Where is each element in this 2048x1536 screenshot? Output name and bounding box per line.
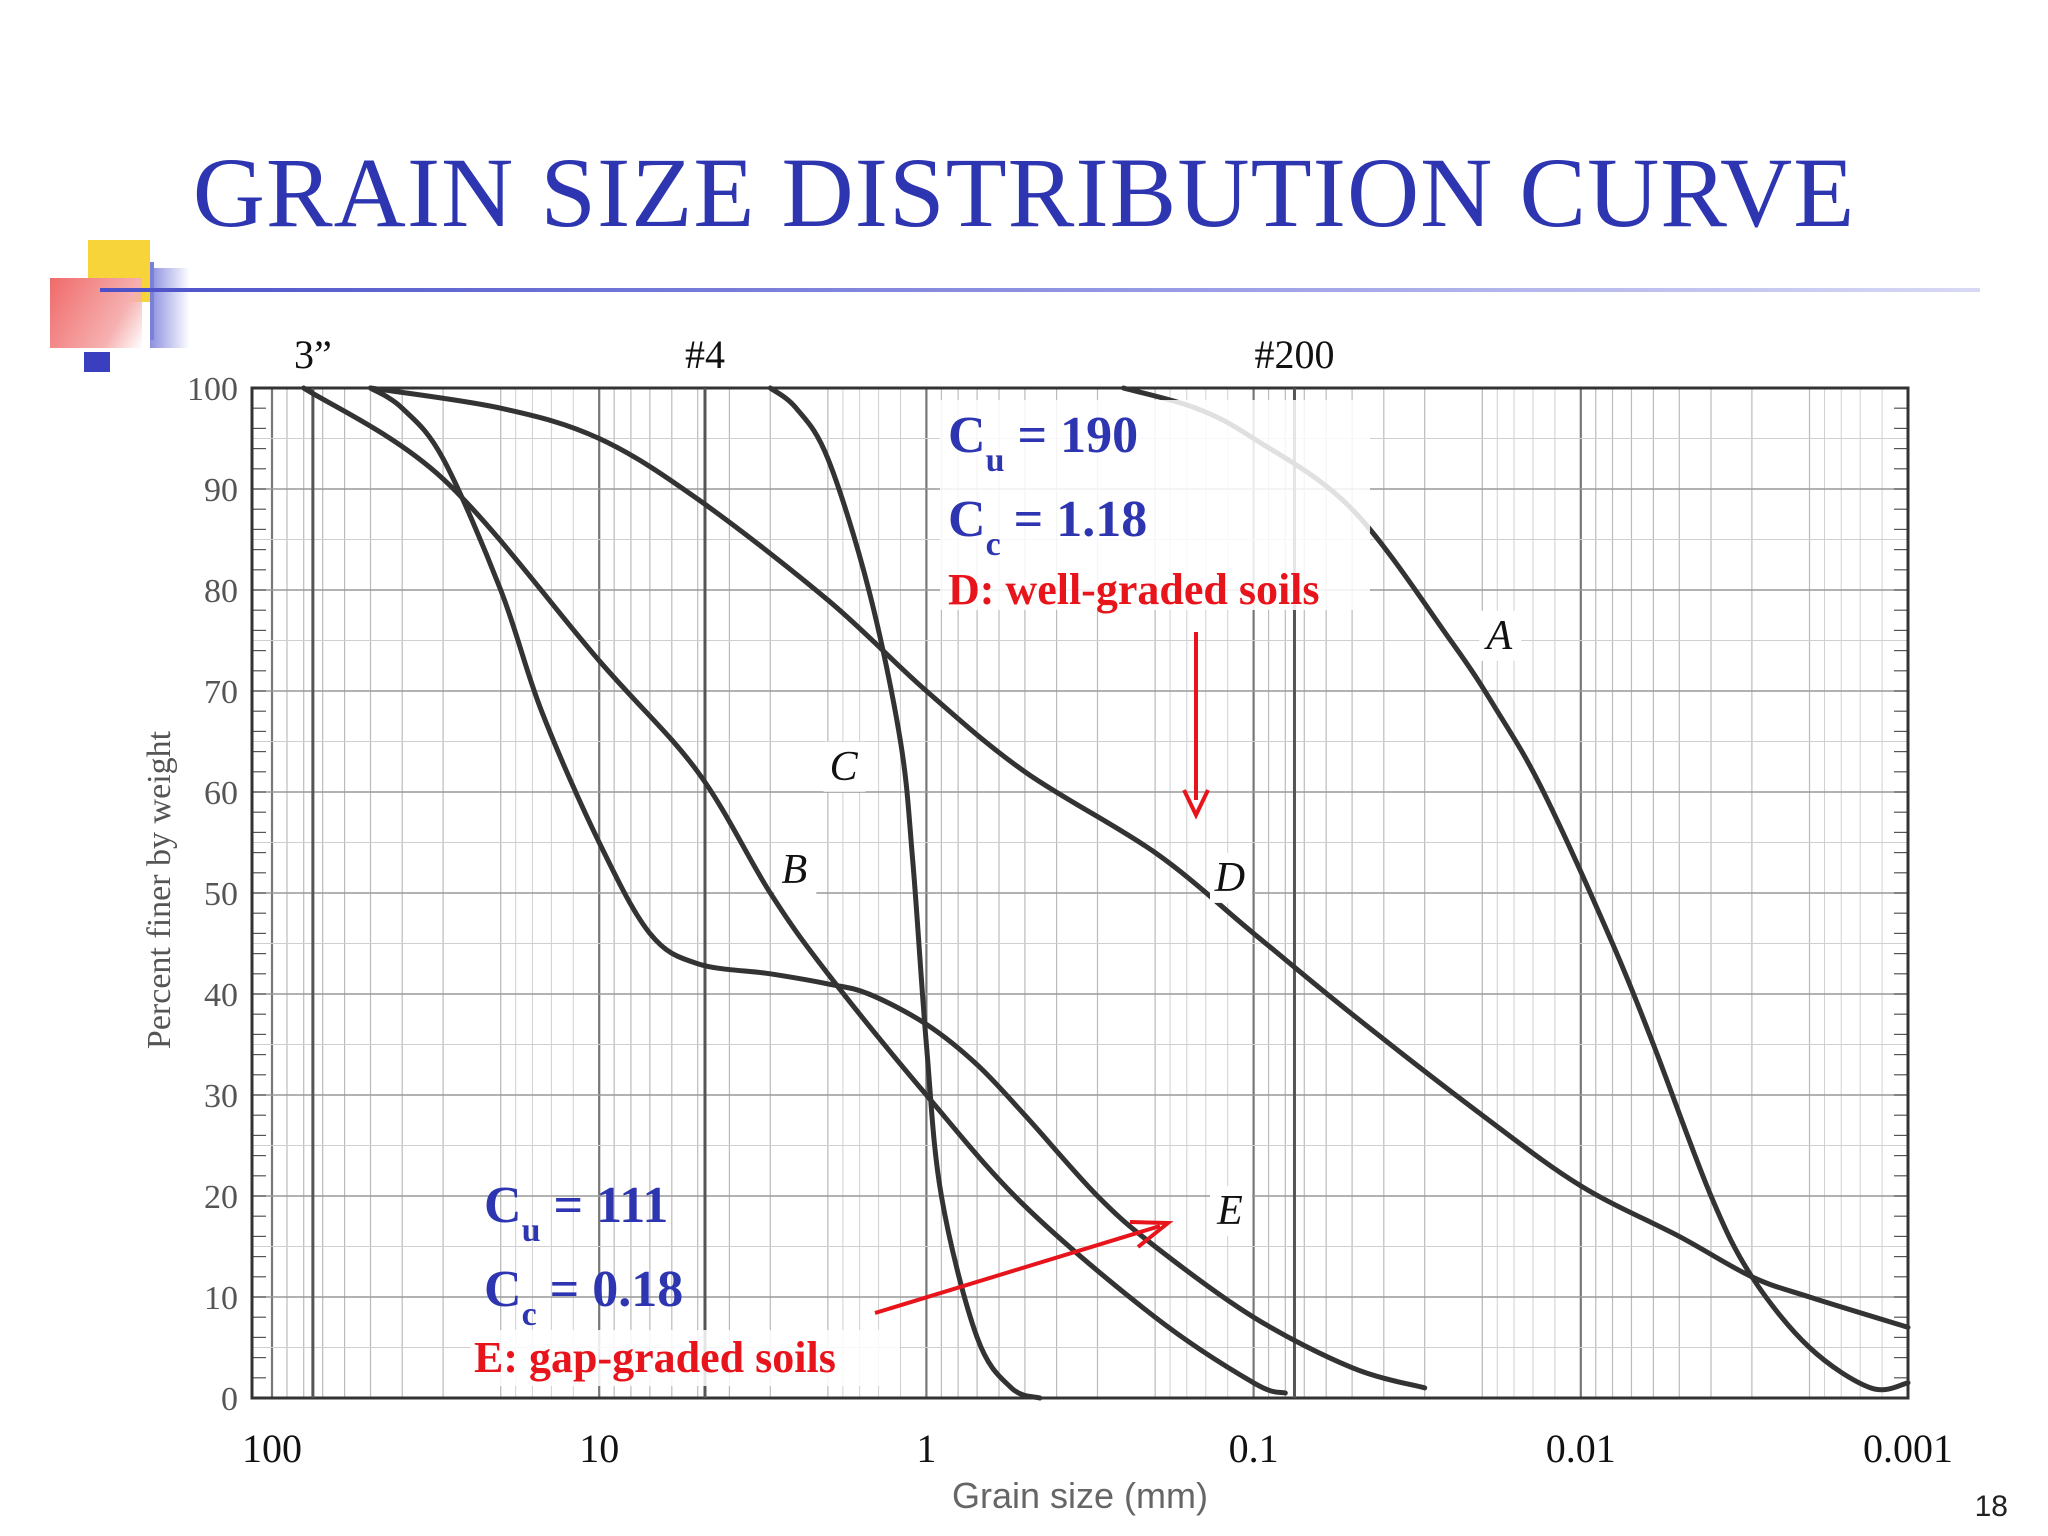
annotation-e-cc: Cc = 0.18 (484, 1261, 683, 1333)
curve-label-bg (774, 844, 817, 895)
y-axis-label: Percent finer by weight (141, 730, 178, 1049)
annotation-d-cc: Cc = 1.18 (948, 491, 1147, 563)
series-line-b (301, 385, 1288, 1396)
annotation-d-arrow-head (1182, 789, 1210, 820)
y-tick-label: 0 (221, 1381, 238, 1418)
annotation-d-cu: Cu = 190 (948, 407, 1138, 479)
curve-label-bg (823, 741, 866, 792)
x-tick-label: 100 (242, 1426, 302, 1471)
slide-title: GRAIN SIZE DISTRIBUTION CURVE (192, 137, 1856, 248)
x-tick-label: 0.1 (1229, 1426, 1279, 1471)
annotations: Cu = 190 Cc = 1.18D: well-graded soils Cu … (470, 400, 1370, 1386)
y-tick-label: 100 (187, 371, 238, 408)
slide-title-underline (100, 288, 1980, 292)
x-tick-label: 10 (579, 1426, 619, 1471)
y-tick-label: 90 (204, 472, 238, 509)
slide-deco-vertical-line (150, 262, 154, 340)
sieve-label: 3” (294, 332, 332, 377)
x-tick-label: 1 (916, 1426, 936, 1471)
curve-label-c: C (830, 744, 859, 790)
annotation-e-bg (470, 1330, 900, 1386)
curve-label-bg (1209, 852, 1252, 903)
series-line-e (368, 385, 1428, 1391)
y-tick-label: 10 (204, 1280, 238, 1317)
curve-label-bg (1209, 1186, 1252, 1237)
y-tick-label: 40 (204, 977, 238, 1014)
sieve-label: #4 (685, 332, 725, 377)
annotation-d-label: D: well-graded soils (948, 565, 1320, 614)
slide-deco-blue-bar (150, 268, 190, 348)
annotation-e-arrow-shaft (874, 1224, 1161, 1315)
x-tick-label: 0.001 (1863, 1426, 1953, 1471)
y-tick-label: 50 (204, 876, 238, 913)
y-tick-label: 60 (204, 775, 238, 812)
y-tick-label: 80 (204, 573, 238, 610)
sieve-markers: 3” #4 #200 (294, 332, 1334, 1398)
plot-frame (250, 386, 1910, 1400)
curve-label-a: A (1483, 613, 1512, 659)
curve-label-b: B (781, 847, 807, 893)
sieve-label: #200 (1254, 332, 1334, 377)
series-line-c (767, 385, 1043, 1401)
y-tick-label: 30 (204, 1078, 238, 1115)
annotation-e-arrow-head (1129, 1220, 1174, 1249)
chart-grid (252, 387, 1910, 1399)
curve-labels: A B C D E (774, 610, 1522, 1237)
curve-label-d: D (1214, 855, 1245, 901)
annotation-e-label: E: gap-graded soils (474, 1333, 836, 1382)
x-tick-label: 0.01 (1546, 1426, 1616, 1471)
curve-label-e: E (1216, 1188, 1243, 1234)
x-axis-label: Grain size (mm) (952, 1475, 1208, 1516)
curve-label-bg (1479, 610, 1522, 661)
axis-ticks: 0 10 20 30 40 50 60 70 80 90 100 100 10 1 0.1 0.01 0.001 (187, 371, 1953, 1471)
annotation-d-bg (940, 400, 1370, 610)
annotation-e-cu: Cu = 111 (484, 1177, 668, 1249)
series-line-d (368, 385, 1911, 1330)
y-tick-label: 20 (204, 1179, 238, 1216)
slide-bullet-square (84, 352, 110, 372)
page-number: 18 (1974, 1490, 2008, 1523)
y-tick-label: 70 (204, 674, 238, 711)
